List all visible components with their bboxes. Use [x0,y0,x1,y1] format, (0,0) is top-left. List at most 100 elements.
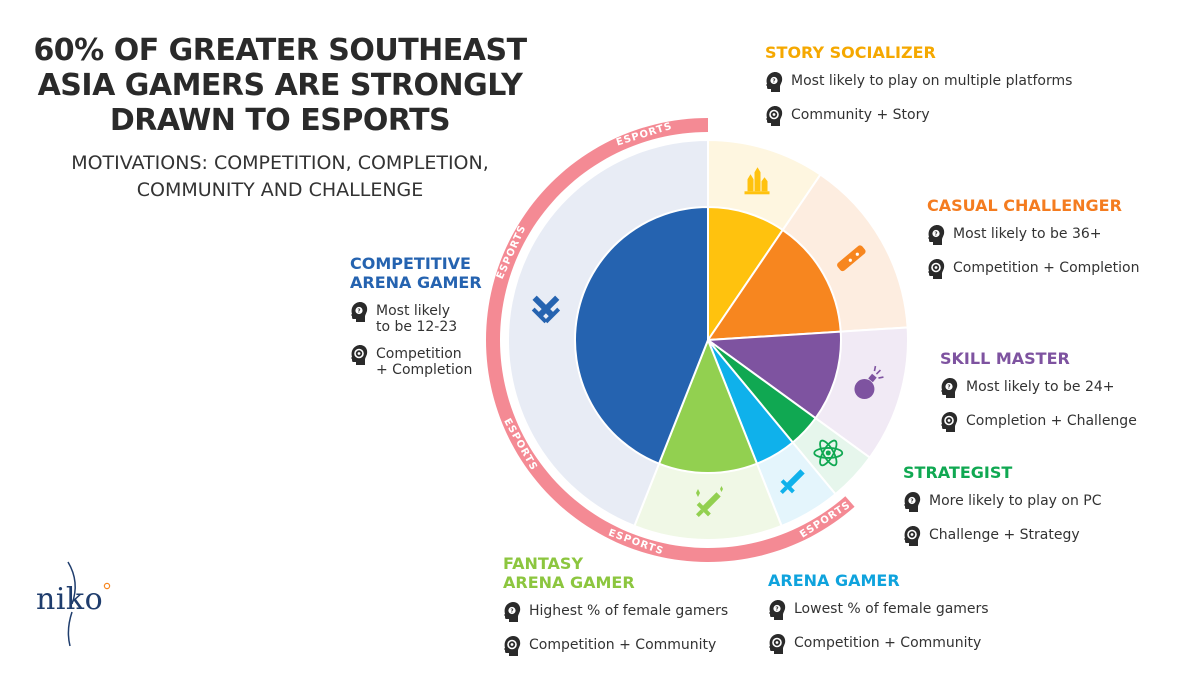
trait-text-line: + Completion [376,362,473,378]
trait-text-line: Completion + Challenge [966,413,1137,429]
trait-text: Highest % of female gamers [529,603,728,619]
head-gear-icon [927,259,953,283]
trait-motivation: Challenge + Strategy [903,526,1101,550]
trait-text-line: Competition + Community [794,635,982,651]
trait-text-line: Community + Story [791,107,930,123]
svg-text:?: ? [510,608,513,614]
logo-mark [67,561,111,647]
segment-title: STORY SOCIALIZER [765,43,1072,62]
svg-text:?: ? [947,384,950,390]
trait-text: Completion + Challenge [966,413,1137,429]
subtitle-line: MOTIVATIONS: COMPETITION, COMPLETION, [71,152,489,174]
trait-text-line: Competition + Community [529,637,717,653]
segment-title: SKILL MASTER [940,349,1137,368]
segment-title: ARENA GAMER [768,571,989,590]
trait-demographic: ? Most likely to play on multiple platfor… [765,72,1072,96]
magic-sword-icon [695,486,723,518]
niko-logo: niko [28,560,118,650]
crystal-icon [744,167,770,195]
trait-text-line: Most likely to be 24+ [966,379,1115,395]
segment-title-line: SKILL MASTER [940,349,1070,368]
segment-strategist: STRATEGIST? More likely to play on PC Chal… [903,463,1101,550]
segment-title-line: STRATEGIST [903,463,1013,482]
page-subtitle: MOTIVATIONS: COMPETITION, COMPLETION, CO… [30,150,530,204]
head-gear-icon [503,636,529,660]
trait-text: Most likely to play on multiple platform… [791,73,1072,89]
head-question-icon: ? [903,492,929,516]
trait-motivation: Completion + Challenge [940,412,1137,436]
trait-motivation: Competition + Community [503,636,728,660]
trait-text: Competition + Community [529,637,716,653]
segment-title: CASUAL CHALLENGER [927,196,1140,215]
trait-demographic: ? Most likely to be 12-23 [350,302,482,335]
head-question-icon: ? [768,600,794,624]
segment-title-line: ARENA GAMER [768,571,900,590]
svg-text:?: ? [357,308,360,314]
pie-slice [657,337,759,474]
title-line: 60% OF GREATER SOUTHEAST [33,33,527,68]
head-gear-icon [768,634,794,658]
segment-competitive-arena-gamer: COMPETITIVE ARENA GAMER? Most likely to be … [350,254,482,378]
segment-title: FANTASY ARENA GAMER [503,554,728,592]
pie-slice [706,228,842,342]
page-title: 60% OF GREATER SOUTHEAST ASIA GAMERS ARE… [30,33,530,138]
crossed-swords-icon [531,295,561,324]
trait-text-line: Most likely to play on multiple platform… [791,73,1073,89]
trait-demographic: ? More likely to play on PC [903,492,1101,516]
trait-demographic: ? Highest % of female gamers [503,602,728,626]
segment-arena-gamer: ARENA GAMER? Lowest % of female gamers Com… [768,571,989,658]
segment-story-socializer: STORY SOCIALIZER? Most likely to play on … [765,43,1072,130]
segment-title-line: STORY SOCIALIZER [765,43,936,62]
trait-text: More likely to play on PC [929,493,1101,509]
atom-icon [813,439,844,467]
trait-text: Most likely to be 24+ [966,379,1115,395]
pie-slice [574,205,709,465]
trait-text: Competition + Community [794,635,981,651]
trait-motivation: Community + Story [765,106,1072,130]
trait-text: Lowest % of female gamers [794,601,989,617]
trait-text-line: Competition + Completion [953,260,1140,276]
segment-title-line: ARENA GAMER [350,273,482,292]
title-line: ASIA GAMERS ARE STRONGLY [37,68,523,103]
segment-casual-challenger: CASUAL CHALLENGER? Most likely to be 36+ C… [927,196,1140,283]
trait-text: Competition + Completion [376,346,472,378]
pie-slice [707,205,785,344]
trait-motivation: Competition + Community [768,634,989,658]
svg-text:?: ? [772,78,775,84]
trait-text-line: Most likely [376,303,451,319]
pie-slice [705,330,842,420]
logo-text: niko [36,582,104,617]
trait-motivation: Competition + Completion [350,345,482,378]
trait-text: Community + Story [791,107,930,123]
bomb-icon [854,365,884,400]
segment-fantasy-arena-gamer: FANTASY ARENA GAMER? Highest % of female g… [503,554,728,660]
segment-title-line: CASUAL CHALLENGER [927,196,1122,215]
svg-text:?: ? [934,231,937,237]
segment-title-line: COMPETITIVE [350,254,471,273]
trait-demographic: ? Most likely to be 36+ [927,225,1140,249]
head-question-icon: ? [350,302,376,326]
trait-demographic: ? Most likely to be 24+ [940,378,1137,402]
esports-ring [486,118,855,562]
trait-text: Challenge + Strategy [929,527,1080,543]
sword-icon [779,469,805,495]
segment-title: COMPETITIVE ARENA GAMER [350,254,482,292]
trait-text-line: Lowest % of female gamers [794,601,989,617]
trait-text-line: More likely to play on PC [929,493,1102,509]
trait-text-line: Highest % of female gamers [529,603,729,619]
head-question-icon: ? [503,602,529,626]
head-gear-icon [765,106,791,130]
segment-title-line: FANTASY [503,554,584,573]
wand-icon [837,245,866,272]
trait-demographic: ? Lowest % of female gamers [768,600,989,624]
trait-text-line: Most likely to be 36+ [953,226,1102,242]
segment-title-line: ARENA GAMER [503,573,635,592]
segment-skill-master: SKILL MASTER? Most likely to be 24+ Comple… [940,349,1137,436]
trait-text-line: Competition [376,346,462,362]
trait-text-line: to be 12-23 [376,319,458,335]
head-question-icon: ? [940,378,966,402]
trait-motivation: Competition + Completion [927,259,1140,283]
head-question-icon: ? [927,225,953,249]
head-question-icon: ? [765,72,791,96]
